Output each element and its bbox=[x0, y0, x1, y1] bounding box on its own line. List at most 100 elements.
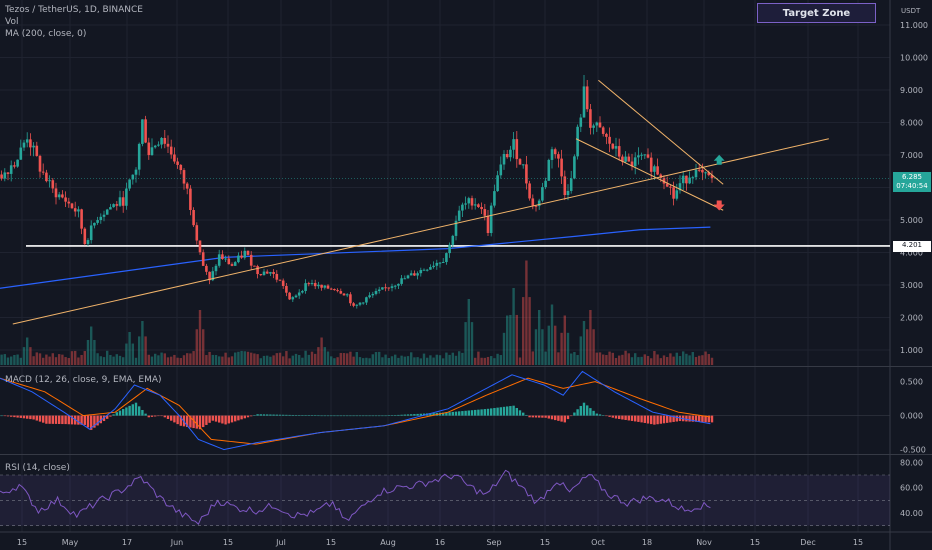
volume-bar bbox=[234, 352, 237, 365]
macd-hist-bar bbox=[365, 415, 368, 417]
candle bbox=[246, 250, 250, 255]
candle bbox=[499, 164, 503, 176]
volume-bar bbox=[29, 347, 32, 365]
candle bbox=[19, 147, 23, 160]
macd-hist-bar bbox=[688, 415, 691, 422]
candle bbox=[598, 122, 602, 128]
macd-hist-bar bbox=[48, 415, 51, 424]
time-tick-label: 15 bbox=[223, 538, 233, 547]
volume-bar bbox=[266, 355, 269, 365]
candle bbox=[144, 119, 147, 143]
symbol-title[interactable]: Tezos / TetherUS, 1D, BINANCE bbox=[5, 5, 143, 15]
volume-bar bbox=[630, 357, 634, 365]
volume-bar bbox=[240, 350, 243, 365]
macd-hist-bar bbox=[486, 408, 490, 416]
price-tick-label: 3.000 bbox=[900, 281, 923, 290]
volume-bar bbox=[422, 353, 426, 365]
volume-bar bbox=[144, 336, 147, 365]
candle bbox=[77, 209, 80, 212]
macd-hist-bar bbox=[598, 414, 602, 416]
macd-hist-bar bbox=[314, 415, 317, 416]
candle bbox=[502, 154, 506, 165]
rsi-tick-label: 60.00 bbox=[900, 484, 923, 493]
volume-bar bbox=[637, 357, 640, 365]
volume-bar bbox=[467, 299, 470, 365]
volume-bar bbox=[243, 351, 246, 365]
volume-bar bbox=[301, 357, 304, 365]
macd-hist-bar bbox=[534, 415, 538, 418]
volume-bar bbox=[608, 351, 611, 365]
volume-bar bbox=[61, 354, 64, 365]
candle bbox=[429, 267, 432, 270]
macd-hist-bar bbox=[237, 415, 240, 421]
time-tick-label: 15 bbox=[750, 538, 760, 547]
volume-bar bbox=[586, 329, 589, 365]
vol-label[interactable]: Vol bbox=[5, 17, 19, 27]
candle bbox=[326, 285, 330, 289]
volume-bar bbox=[509, 314, 512, 365]
candle bbox=[109, 207, 112, 210]
candle bbox=[384, 287, 387, 289]
macd-hist-bar bbox=[352, 415, 355, 417]
candle bbox=[489, 205, 493, 234]
volume-bar bbox=[413, 357, 416, 365]
macd-hist-bar bbox=[557, 415, 560, 421]
candle bbox=[285, 285, 288, 293]
volume-bar bbox=[86, 339, 90, 365]
macd-hist-bar bbox=[643, 415, 646, 423]
volume-bar bbox=[214, 355, 218, 365]
candle bbox=[304, 283, 307, 291]
candle bbox=[390, 286, 394, 288]
macd-hist-bar bbox=[653, 415, 656, 425]
macd-hist-bar bbox=[218, 415, 221, 423]
macd-hist-bar bbox=[93, 415, 96, 428]
ma-label[interactable]: MA (200, close, 0) bbox=[5, 29, 87, 39]
candle bbox=[243, 250, 247, 258]
candle bbox=[179, 164, 183, 171]
macd-hist-bar bbox=[166, 415, 170, 419]
volume-bar bbox=[666, 356, 669, 365]
price-tick-label: 7.000 bbox=[900, 151, 923, 160]
candle bbox=[163, 137, 167, 144]
macd-label[interactable]: MACD (12, 26, close, 9, EMA, EMA) bbox=[5, 375, 162, 385]
macd-hist-bar bbox=[221, 415, 224, 424]
candle bbox=[166, 143, 170, 147]
candle bbox=[486, 215, 490, 234]
candle bbox=[70, 203, 74, 209]
macd-hist-bar bbox=[541, 415, 544, 418]
candle bbox=[400, 278, 403, 284]
macd-hist-bar bbox=[83, 415, 86, 425]
volume-bar bbox=[102, 357, 106, 365]
volume-bar bbox=[675, 352, 678, 365]
macd-hist-bar bbox=[554, 415, 557, 421]
volume-bar bbox=[634, 353, 637, 365]
volume-bar bbox=[576, 355, 579, 365]
volume-bar bbox=[250, 352, 253, 365]
candle bbox=[531, 198, 535, 206]
volume-bar bbox=[371, 354, 374, 365]
candle bbox=[688, 177, 691, 184]
time-tick-label: Dec bbox=[800, 538, 815, 547]
candle bbox=[48, 180, 51, 182]
candle bbox=[281, 280, 285, 286]
macd-hist-bar bbox=[346, 415, 349, 417]
candle bbox=[227, 258, 231, 265]
candle bbox=[352, 303, 355, 306]
rsi-label[interactable]: RSI (14, close) bbox=[5, 463, 70, 473]
candle bbox=[275, 273, 279, 280]
volume-bar bbox=[710, 357, 714, 365]
volume-bar bbox=[128, 332, 131, 365]
macd-hist-bar bbox=[266, 414, 269, 416]
candle bbox=[41, 171, 45, 173]
macd-hist-bar bbox=[445, 412, 448, 416]
target-zone-button[interactable]: Target Zone bbox=[757, 3, 876, 23]
volume-bar bbox=[291, 355, 294, 365]
candle bbox=[195, 225, 199, 241]
macd-hist-bar bbox=[86, 415, 90, 428]
volume-bar bbox=[618, 355, 621, 365]
macd-hist-bar bbox=[115, 412, 118, 416]
candle bbox=[99, 216, 103, 221]
macd-hist-bar bbox=[454, 411, 458, 416]
candle bbox=[323, 285, 327, 288]
